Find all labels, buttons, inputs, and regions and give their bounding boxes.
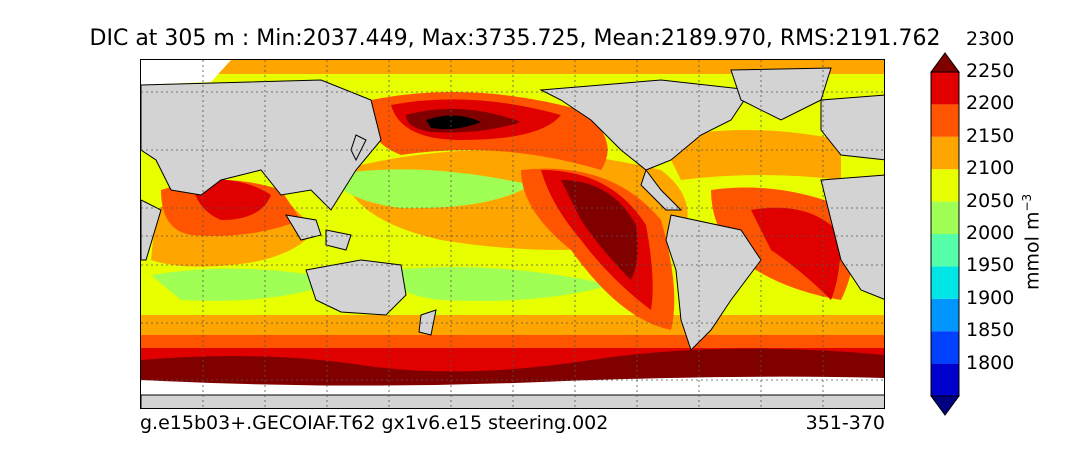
colorbar [930, 52, 960, 416]
colorbar-units-label: mmol m [1021, 211, 1044, 290]
map-panel [140, 59, 885, 409]
arctic-nodata-west [141, 60, 231, 85]
colorbar-bin [931, 363, 959, 396]
colorbar-bin [931, 104, 959, 137]
colorbar-bin [931, 169, 959, 202]
year-range: 351-370 [805, 412, 885, 434]
colorbar-tick-label: 2200 [966, 92, 1015, 115]
colorbar-bin [931, 266, 959, 299]
map-title: DIC at 305 m : Min:2037.449, Max:3735.72… [89, 26, 941, 51]
natlantic-orange [661, 130, 841, 180]
colorbar-tick-label: 1800 [966, 351, 1015, 374]
colorbar-tick-label: 1850 [966, 319, 1015, 342]
colorbar-units: mmol m−3 [1020, 194, 1043, 290]
colorbar-bin [931, 298, 959, 332]
colorbar-outline [930, 71, 960, 397]
colorbar-bin [931, 136, 959, 170]
colorbar-tick-label: 2300 [966, 27, 1015, 50]
colorbar-min-arrow [930, 395, 960, 416]
etpacific-maroon [561, 180, 638, 280]
npacific-green [331, 169, 531, 209]
npacific-max [426, 115, 481, 130]
land [141, 67, 884, 408]
colorbar-bin [931, 72, 959, 105]
colorbar-tick-label: 1950 [966, 254, 1015, 277]
colorbar-tick-label: 2050 [966, 189, 1015, 212]
ocean-dic-map [141, 60, 884, 408]
case-name: g.e15b03+.GECOIAF.T62 gx1v6.e15 steering… [140, 412, 609, 434]
spacific-green [391, 267, 611, 301]
colorbar-bin [931, 331, 959, 364]
graticule [141, 60, 884, 408]
colorbar-units-exponent: −3 [1020, 193, 1034, 212]
colorbar-tick-label: 1900 [966, 286, 1015, 309]
colorbar-tick-label: 2100 [966, 157, 1015, 180]
colorbar-max-arrow [930, 52, 960, 73]
colorbar-bin [931, 201, 959, 234]
indian-green [151, 268, 341, 301]
colorbar-segments [931, 72, 959, 396]
indian-red [191, 179, 271, 220]
colorbar-bin [931, 234, 959, 267]
atlantic-red [751, 207, 841, 300]
colorbar-tick-label: 2250 [966, 60, 1015, 82]
colorbar-tick-label: 2000 [966, 222, 1015, 244]
colorbar-tick-label: 2150 [966, 124, 1015, 147]
